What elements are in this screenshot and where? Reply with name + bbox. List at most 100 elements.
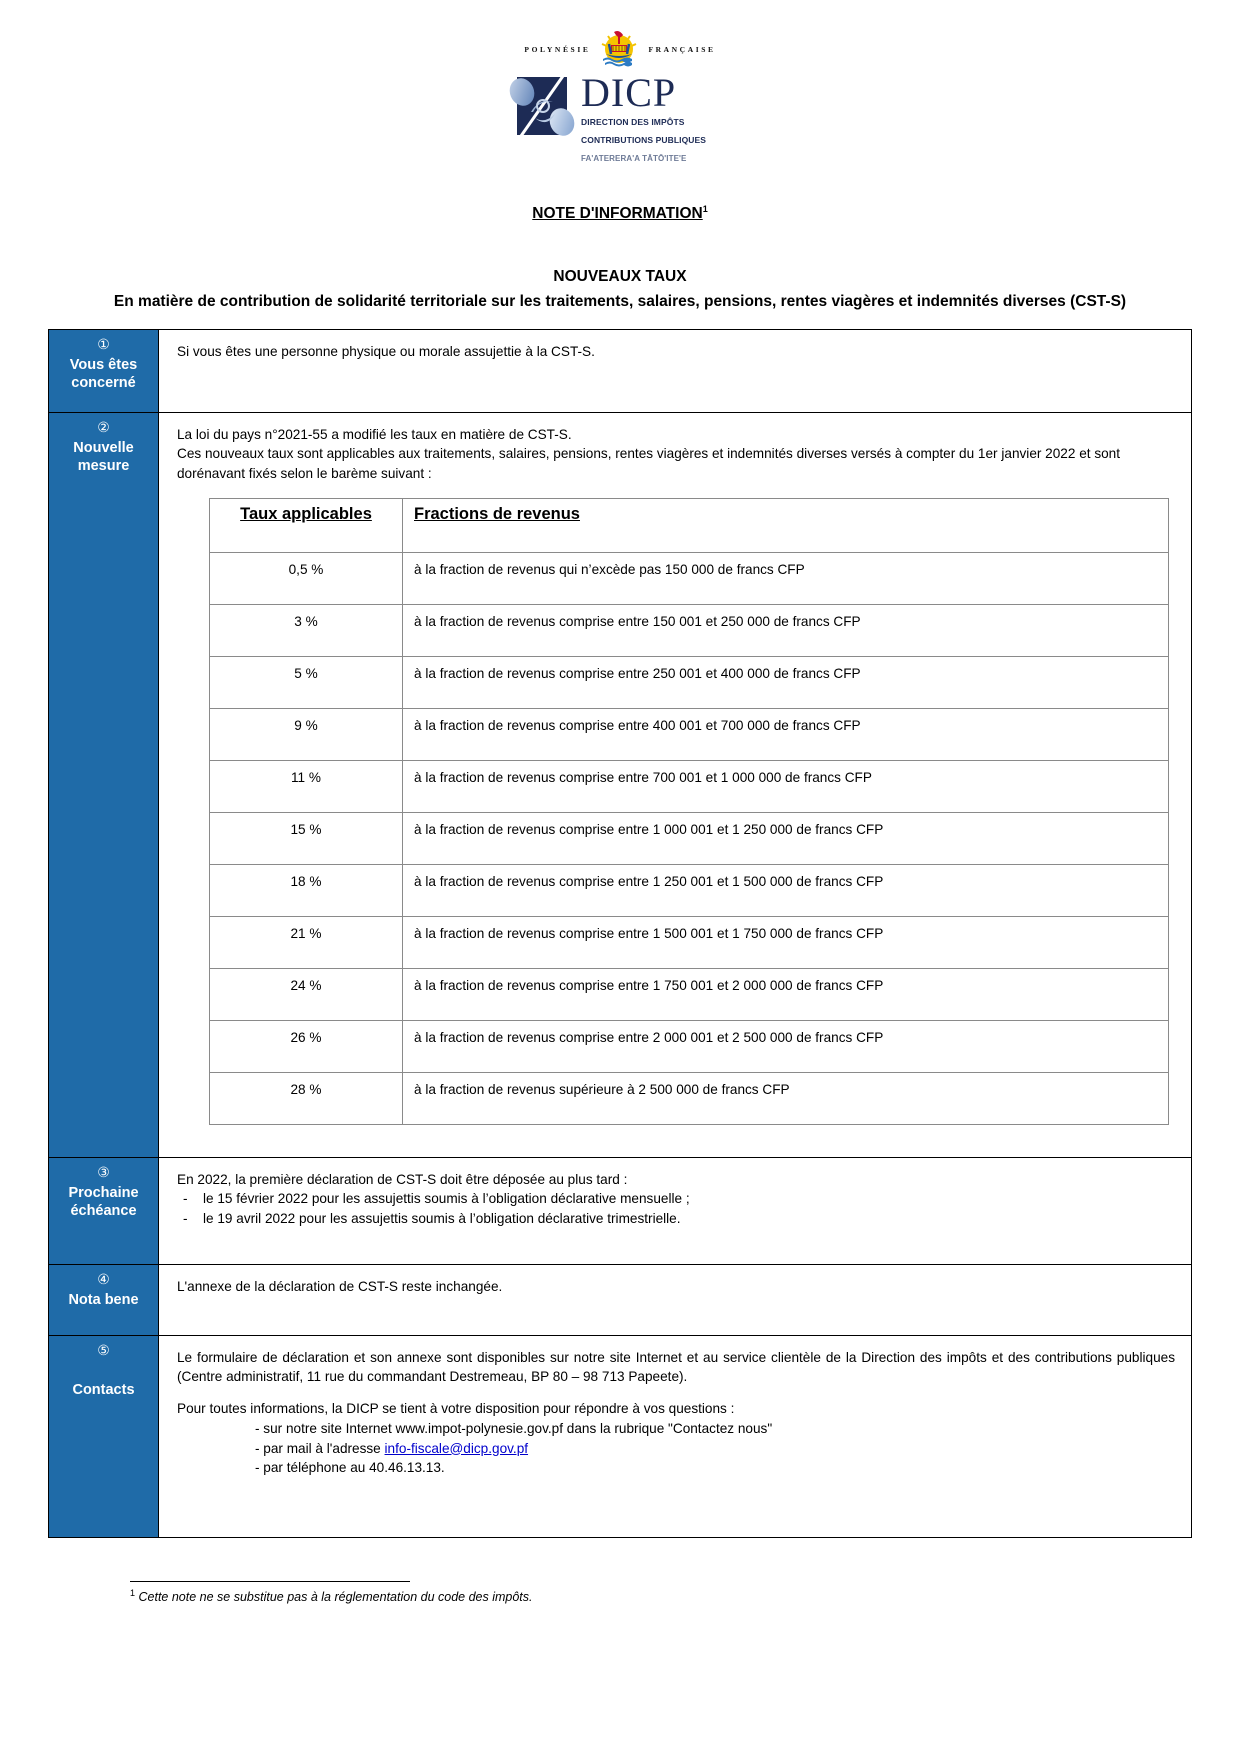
section-label-contacts: ⑤ Contacts — [48, 1334, 159, 1538]
table-row: 18 % à la fraction de revenus comprise e… — [209, 863, 1169, 917]
section-row-vous-etes-concerne: ① Vous êtes concerné Si vous êtes une pe… — [48, 328, 1192, 413]
section-5-paragraph-1: Le formulaire de déclaration et son anne… — [177, 1349, 1175, 1385]
rate-value: 21 % — [209, 915, 403, 969]
contact-website-line: - sur notre site Internet www.impot-poly… — [255, 1420, 773, 1436]
rate-bracket: à la fraction de revenus comprise entre … — [402, 863, 1169, 917]
rate-value: 5 % — [209, 655, 403, 709]
rate-value: 9 % — [209, 707, 403, 761]
section-label-prochaine-echeance: ③ Prochaine échéance — [48, 1156, 159, 1265]
section-label-line-1: Nota bene — [68, 1292, 139, 1309]
list-item: le 19 avril 2022 pour les assujettis sou… — [177, 1209, 1175, 1229]
table-row: 3 % à la fraction de revenus comprise en… — [209, 603, 1169, 657]
section-4-paragraph-1: L'annexe de la déclaration de CST-S rest… — [177, 1278, 503, 1294]
section-body-vous-etes-concerne: Si vous êtes une personne physique ou mo… — [158, 328, 1192, 413]
section-number-5: ⑤ — [97, 1341, 110, 1358]
section-row-nota-bene: ④ Nota bene L'annexe de la déclaration d… — [48, 1263, 1192, 1336]
rate-value: 0,5 % — [209, 551, 403, 605]
table-row: 15 % à la fraction de revenus comprise e… — [209, 811, 1169, 865]
information-sections-table: ① Vous êtes concerné Si vous êtes une pe… — [48, 328, 1192, 1538]
deadline-list: le 15 février 2022 pour les assujettis s… — [177, 1189, 1175, 1228]
footnote-body: Cette note ne se substitue pas à la régl… — [138, 1590, 533, 1604]
section-label-nouvelle-mesure: ② Nouvelle mesure — [48, 411, 159, 1158]
dicp-logo-mark-icon — [505, 72, 579, 142]
section-label-line-2: échéance — [70, 1203, 137, 1220]
table-row: 21 % à la fraction de revenus comprise e… — [209, 915, 1169, 969]
contact-email-link[interactable]: info-fiscale@dicp.gov.pf — [384, 1440, 529, 1456]
section-number-3: ③ — [97, 1163, 110, 1180]
dicp-subtitle-line-3: FA'ATERERA'A TĀTŌ'ITE'E — [581, 154, 687, 163]
rate-bracket: à la fraction de revenus comprise entre … — [402, 707, 1169, 761]
footnote-divider — [130, 1580, 410, 1582]
list-item: le 15 février 2022 pour les assujettis s… — [177, 1189, 1175, 1209]
table-row: 9 % à la fraction de revenus comprise en… — [209, 707, 1169, 761]
section-label-line-1: Contacts — [72, 1382, 135, 1399]
rate-bracket: à la fraction de revenus comprise entre … — [402, 967, 1169, 1021]
table-row: 11 % à la fraction de revenus comprise e… — [209, 759, 1169, 813]
rates-table-body: 0,5 % à la fraction de revenus qui n’exc… — [209, 551, 1169, 1125]
rates-header-fractions-text: Fractions de revenus — [414, 504, 580, 523]
rate-bracket: à la fraction de revenus comprise entre … — [402, 655, 1169, 709]
document-header: POLYNÉSIE — [0, 0, 1240, 166]
page-title-text: NOTE D'INFORMATION — [532, 205, 703, 223]
section-2-paragraph-1: La loi du pays n°2021-55 a modifié les t… — [177, 426, 572, 442]
rate-value: 18 % — [209, 863, 403, 917]
french-polynesia-coat-of-arms-icon — [596, 28, 642, 70]
dicp-wordmark: DICP DIRECTION DES IMPÔTS CONTRIBUTIONS … — [505, 72, 735, 166]
rate-bracket: à la fraction de revenus comprise entre … — [402, 811, 1169, 865]
rates-header-taux-text: Taux applicables — [240, 504, 372, 523]
polynesie-label: POLYNÉSIE — [524, 44, 591, 54]
table-row: 24 % à la fraction de revenus comprise e… — [209, 967, 1169, 1021]
polynesie-francaise-banner: POLYNÉSIE — [505, 28, 735, 70]
footnote-text: 1 Cette note ne se substitue pas à la ré… — [130, 1588, 1240, 1604]
francaise-label: FRANÇAISE — [648, 44, 716, 54]
contact-mail-line: - par mail à l'adresse info-fiscale@dicp… — [255, 1439, 1175, 1459]
dicp-logo: POLYNÉSIE — [505, 28, 735, 166]
rate-value: 15 % — [209, 811, 403, 865]
section-body-contacts: Le formulaire de déclaration et son anne… — [158, 1334, 1192, 1538]
rate-bracket: à la fraction de revenus comprise entre … — [402, 915, 1169, 969]
rate-value: 3 % — [209, 603, 403, 657]
rate-bracket: à la fraction de revenus qui n’excède pa… — [402, 551, 1169, 605]
page-title-footnote-marker: 1 — [702, 204, 708, 214]
section-body-nota-bene: L'annexe de la déclaration de CST-S rest… — [158, 1263, 1192, 1336]
section-label-vous-etes-concerne: ① Vous êtes concerné — [48, 328, 159, 413]
dicp-subtitle-line-2: CONTRIBUTIONS PUBLIQUES — [581, 135, 707, 145]
section-number-1: ① — [97, 335, 110, 352]
section-1-paragraph-1: Si vous êtes une personne physique ou mo… — [177, 343, 595, 359]
section-3-paragraph-1: En 2022, la première déclaration de CST-… — [177, 1171, 628, 1187]
table-row: 5 % à la fraction de revenus comprise en… — [209, 655, 1169, 709]
rate-bracket: à la fraction de revenus supérieure à 2 … — [402, 1071, 1169, 1125]
section-body-prochaine-echeance: En 2022, la première déclaration de CST-… — [158, 1156, 1192, 1265]
spacer — [177, 1125, 1175, 1143]
rate-value: 28 % — [209, 1071, 403, 1125]
contact-methods-list: - sur notre site Internet www.impot-poly… — [255, 1419, 1175, 1478]
table-row: 26 % à la fraction de revenus comprise e… — [209, 1019, 1169, 1073]
section-body-nouvelle-mesure: La loi du pays n°2021-55 a modifié les t… — [158, 411, 1192, 1158]
rates-table-head: Taux applicables Fractions de revenus — [209, 497, 1169, 553]
rates-table-wrapper: Taux applicables Fractions de revenus 0,… — [177, 497, 1175, 1125]
rates-header-row: Taux applicables Fractions de revenus — [209, 497, 1169, 553]
rate-bracket: à la fraction de revenus comprise entre … — [402, 759, 1169, 813]
rates-header-fractions: Fractions de revenus — [402, 497, 1169, 553]
page-title: NOTE D'INFORMATION1 — [0, 204, 1240, 223]
rate-value: 24 % — [209, 967, 403, 1021]
subtitle-primary: NOUVEAUX TAUX — [553, 268, 687, 286]
section-label-nota-bene: ④ Nota bene — [48, 1263, 159, 1336]
section-label-line-2: concerné — [71, 375, 136, 392]
footnote: 1 Cette note ne se substitue pas à la ré… — [0, 1580, 1240, 1604]
section-row-contacts: ⑤ Contacts Le formulaire de déclaration … — [48, 1334, 1192, 1538]
section-row-nouvelle-mesure: ② Nouvelle mesure La loi du pays n°2021-… — [48, 411, 1192, 1158]
rate-bracket: à la fraction de revenus comprise entre … — [402, 1019, 1169, 1073]
contact-mail-prefix: - par mail à l'adresse — [255, 1440, 385, 1456]
rate-value: 26 % — [209, 1019, 403, 1073]
section-5-paragraph-2: Pour toutes informations, la DICP se tie… — [177, 1401, 735, 1417]
section-2-paragraph-2: Ces nouveaux taux sont applicables aux t… — [177, 446, 1121, 482]
spacer — [177, 1387, 1175, 1399]
table-row: 0,5 % à la fraction de revenus qui n’exc… — [209, 551, 1169, 605]
subtitle-secondary: En matière de contribution de solidarité… — [113, 293, 1127, 311]
section-number-4: ④ — [97, 1270, 110, 1287]
section-label-line-1: Vous êtes — [69, 357, 138, 374]
section-number-2: ② — [97, 418, 110, 435]
dicp-logo-text: DICP DIRECTION DES IMPÔTS CONTRIBUTIONS … — [581, 72, 735, 166]
